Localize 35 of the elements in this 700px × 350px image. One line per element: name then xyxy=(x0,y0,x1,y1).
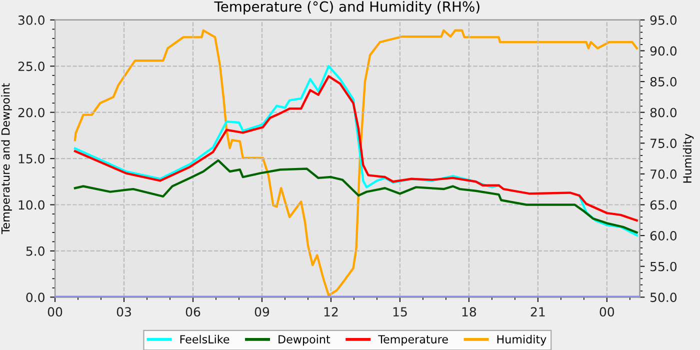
y-tick-label: 20.0 xyxy=(18,108,44,118)
x-tick-label: 12 xyxy=(324,307,338,316)
x-tick-label: 00 xyxy=(600,307,614,317)
line-series xyxy=(74,29,638,296)
legend-label: Temperature xyxy=(378,335,448,346)
legend-label: FeelsLike xyxy=(180,334,230,344)
x-tick-label: 03 xyxy=(116,307,131,317)
x-tick-label: 06 xyxy=(186,307,200,317)
y-tick-label: 30.0 xyxy=(18,15,44,25)
y2-tick-label: 90.0 xyxy=(650,46,677,56)
y2-tick-label: 50.0 xyxy=(650,292,677,302)
y-tick-label: 0.0 xyxy=(26,292,44,302)
y2-tick-label: 85.0 xyxy=(650,77,677,86)
y2-tick-label: 55.0 xyxy=(650,262,677,272)
legend-label: Humidity xyxy=(497,334,546,346)
x-tick-label: 15 xyxy=(393,307,407,317)
y-tick-label: 25.0 xyxy=(18,62,44,72)
y-axis-title: Temperature and Dewpoint xyxy=(1,83,12,234)
y2-tick-label: 95.0 xyxy=(650,15,677,25)
y2-tick-label: 70.0 xyxy=(650,169,677,179)
x-tick-label: 00 xyxy=(48,307,62,317)
legend-label: Dewpoint xyxy=(278,334,330,346)
chart-title: Temperature (°C) and Humidity (RH%) xyxy=(214,1,480,15)
y2-tick-label: 80.0 xyxy=(650,108,677,118)
line-series xyxy=(74,159,638,234)
x-tick-label: 18 xyxy=(462,307,476,317)
x-tick-label: 09 xyxy=(254,307,270,317)
y2-tick-label: 65.0 xyxy=(650,200,677,210)
x-tick-label: 21 xyxy=(530,307,545,316)
y-tick-label: 5.0 xyxy=(26,246,44,256)
y2-tick-label: 75.0 xyxy=(650,138,677,148)
y-tick-label: 10.0 xyxy=(18,200,44,210)
y2-tick-label: 60.0 xyxy=(650,231,677,240)
y-tick-label: 15.0 xyxy=(18,154,44,164)
y2-axis-title: Humidity xyxy=(682,134,694,183)
